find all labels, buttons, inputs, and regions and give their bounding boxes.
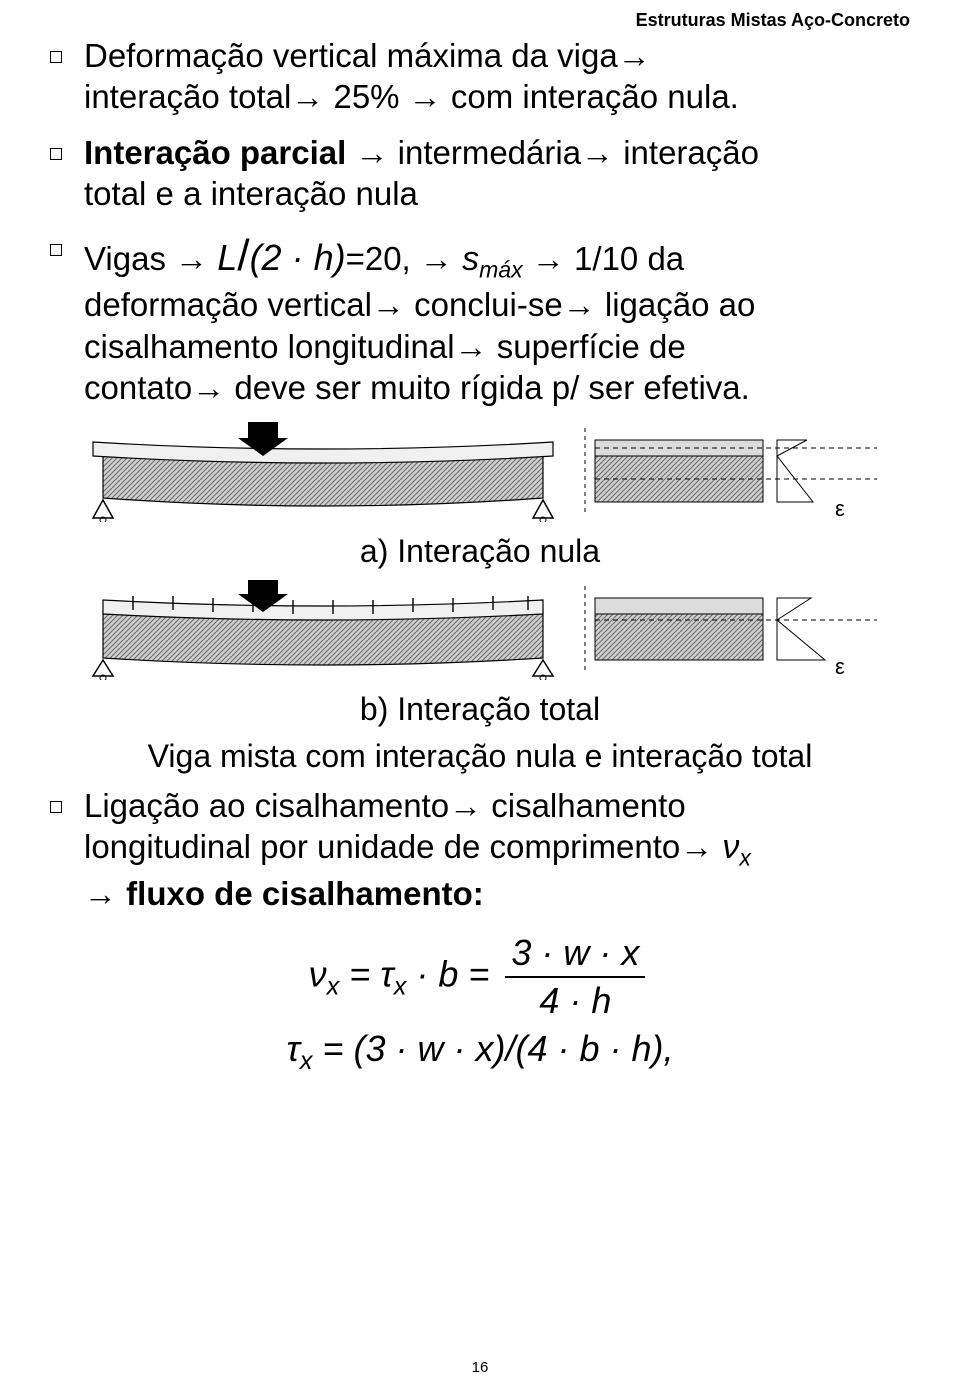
section-a-svg: ε xyxy=(577,422,877,522)
figure-b-caption: b) Interação total xyxy=(70,691,890,728)
beam-b-svg xyxy=(83,580,563,680)
b3-post: → 1/10 da xyxy=(532,240,684,277)
f1-tx: x xyxy=(394,973,407,1001)
figure-b-beam xyxy=(83,580,563,685)
bullet-2-text: Interação parcial → intermedária→ intera… xyxy=(84,132,759,215)
figure-b-row: ε xyxy=(70,580,890,685)
b3-l3: cisalhamento longitudinal→ superfície de xyxy=(84,328,686,365)
b1-l2: interação total→ 25% → com interação nul… xyxy=(84,78,739,115)
bullet-2: Interação parcial → intermedária→ intera… xyxy=(50,132,910,215)
figure-a-caption: a) Interação nula xyxy=(70,533,890,570)
figure-title: Viga mista com interação nula e interaçã… xyxy=(50,738,910,775)
bullet-3-text: Vigas → L/(2 · h)=20, → smáx → 1/10 da d… xyxy=(84,228,755,408)
b4-l3a: → xyxy=(84,875,126,912)
section-b-svg: ε xyxy=(577,580,877,680)
figure-b-section: ε xyxy=(577,580,877,685)
b1-l1: Deformação vertical máxima da viga→ xyxy=(84,37,651,74)
bullet-3: Vigas → L/(2 · h)=20, → smáx → 1/10 da d… xyxy=(50,228,910,408)
formula-block: νx = τx · b = 3 · w · x 4 · h τx = (3 · … xyxy=(50,932,910,1076)
f2-tx: x xyxy=(300,1047,313,1075)
f1-nu: ν xyxy=(309,954,327,995)
b4-l3b: fluxo de cisalhamento: xyxy=(126,875,484,912)
figure-a-section: ε xyxy=(577,422,877,527)
bullet-4-text: Ligação ao cisalhamento→ cisalhamento lo… xyxy=(84,785,751,914)
b3-smax: máx xyxy=(479,257,523,283)
b4-l1: Ligação ao cisalhamento→ cisalhamento xyxy=(84,787,686,824)
f1-mid2: · b = xyxy=(416,954,499,995)
b3-eq: =20, → xyxy=(346,240,462,277)
bullet-1: Deformação vertical máxima da viga→ inte… xyxy=(50,35,910,118)
bullet-marker-icon xyxy=(50,51,62,63)
beam-a-svg xyxy=(83,422,563,522)
f1-nux: x xyxy=(327,973,340,1001)
b3-l4: contato→ deve ser muito rígida p/ ser ef… xyxy=(84,369,750,406)
page-number: 16 xyxy=(0,1359,960,1376)
b3-pre: Vigas → xyxy=(84,240,217,277)
f2-rhs: = (3 · w · x)/(4 · b · h), xyxy=(323,1028,674,1069)
eps-a: ε xyxy=(835,496,845,521)
page-header: Estruturas Mistas Aço-Concreto xyxy=(50,10,910,31)
bullet-1-text: Deformação vertical máxima da viga→ inte… xyxy=(84,35,739,118)
page-root: Estruturas Mistas Aço-Concreto Deformaçã… xyxy=(0,0,960,1394)
eps-b: ε xyxy=(835,654,845,679)
bullet-marker-icon xyxy=(50,801,62,813)
figure-a-beam xyxy=(83,422,563,527)
b4-l2a: longitudinal por unidade de comprimento→ xyxy=(84,828,722,865)
figure-a: ε a) Interação nula xyxy=(70,422,890,570)
b2-l1a: Interação parcial xyxy=(84,134,346,171)
f1-frac: 3 · w · x 4 · h xyxy=(505,932,645,1022)
figure-b: ε b) Interação total xyxy=(70,580,890,728)
f1-mid1: = τ xyxy=(349,954,394,995)
b2-l1b: → intermedária→ interação xyxy=(346,134,759,171)
formula-2: τx = (3 · w · x)/(4 · b · h), xyxy=(50,1028,910,1076)
b3-s: s xyxy=(462,240,479,278)
f1-num: 3 · w · x xyxy=(505,932,645,976)
bullet-4: Ligação ao cisalhamento→ cisalhamento lo… xyxy=(50,785,910,914)
bullet-marker-icon xyxy=(50,148,62,160)
figure-a-row: ε xyxy=(70,422,890,527)
b2-l2: total e a interação nula xyxy=(84,175,418,212)
f2-tau: τ xyxy=(286,1028,299,1069)
f1-den: 4 · h xyxy=(505,976,645,1022)
b4-nu: ν xyxy=(722,828,739,866)
b3-l2: deformação vertical→ conclui-se→ ligação… xyxy=(84,286,755,323)
b3-L: L xyxy=(217,237,237,278)
bullet-marker-icon xyxy=(50,244,62,256)
b4-nusub: x xyxy=(739,845,751,871)
b3-paren: (2 · h) xyxy=(250,237,346,278)
formula-1: νx = τx · b = 3 · w · x 4 · h xyxy=(50,932,910,1022)
